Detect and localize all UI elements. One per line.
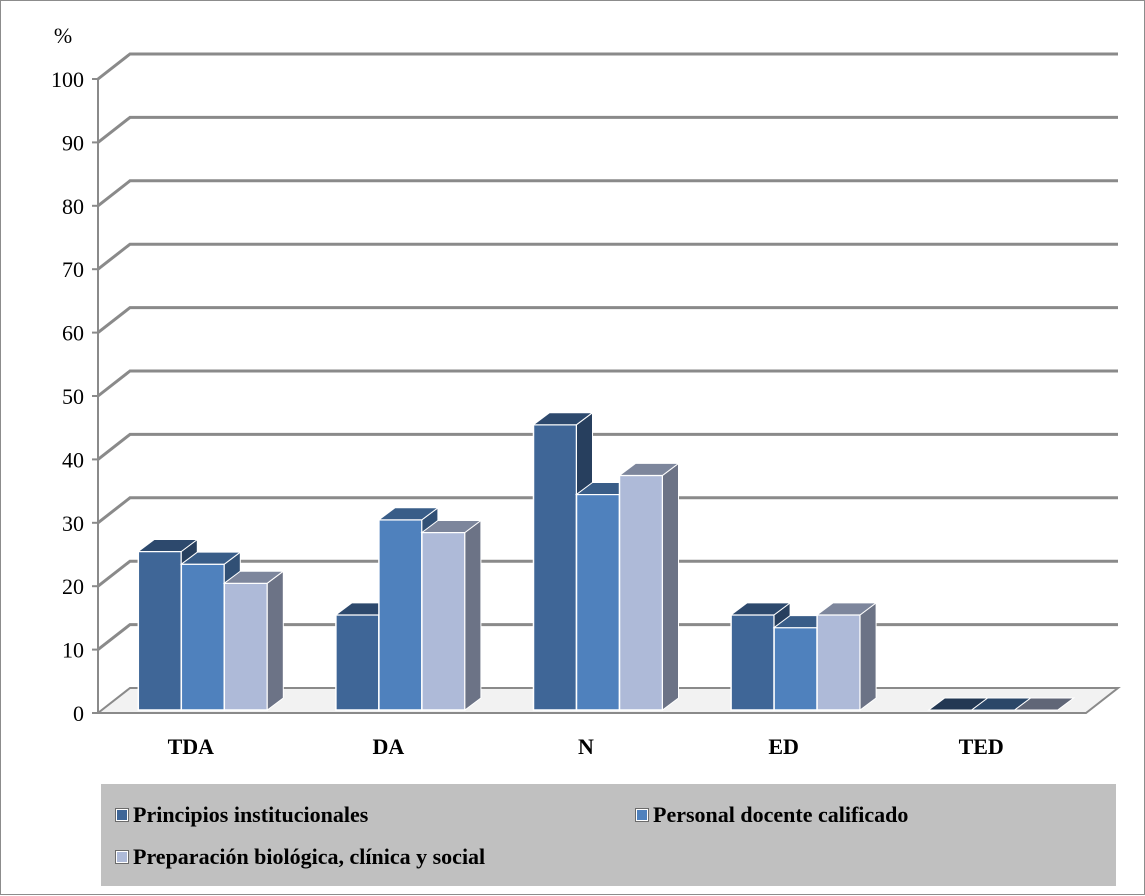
- gridline: [97, 306, 1118, 334]
- y-tick-label: 100: [51, 67, 84, 92]
- y-tick-label: 30: [62, 511, 84, 536]
- y-tick-label: 10: [62, 638, 84, 663]
- legend-label: Principios institucionales: [133, 802, 369, 827]
- y-unit-label: %: [54, 23, 72, 48]
- bar-top: [420, 519, 483, 533]
- y-tick-label: 0: [73, 701, 84, 726]
- bar: [378, 519, 423, 711]
- bar-side: [464, 519, 482, 711]
- legend-item-principios: Principios institucionales: [116, 802, 368, 828]
- bar: [532, 423, 578, 711]
- bar: [816, 614, 861, 711]
- legend-item-preparacion: Preparación biológica, clínica y social: [116, 844, 485, 870]
- gridline: [97, 559, 1118, 588]
- bar-top: [618, 462, 680, 476]
- bar: [180, 563, 226, 711]
- gridline: [97, 496, 1118, 524]
- legend-swatch: [636, 809, 648, 821]
- y-tick-label: 80: [62, 194, 84, 219]
- bar-top: [532, 412, 594, 426]
- bar-side: [859, 601, 877, 711]
- legend-label: Preparación biológica, clínica y social: [133, 844, 486, 869]
- bar: [618, 474, 664, 711]
- y-tick-label: 50: [62, 384, 84, 409]
- legend: Principios institucionales Personal doce…: [101, 784, 1116, 886]
- bar-top: [1013, 697, 1076, 711]
- gridline: [97, 115, 1118, 144]
- y-tick-label: 70: [62, 257, 84, 282]
- bar-top: [179, 551, 242, 565]
- bar-side: [662, 462, 679, 711]
- legend-item-personal: Personal docente calificado: [636, 802, 908, 828]
- x-category-label: DA: [373, 734, 405, 759]
- y-tick-label: 60: [62, 321, 84, 346]
- gridline: [97, 432, 1118, 461]
- bar-top: [815, 602, 878, 616]
- x-category-label: ED: [768, 734, 799, 759]
- bar-side: [266, 570, 284, 711]
- bar: [223, 582, 269, 711]
- gridline: [97, 179, 1118, 207]
- x-category-label: TED: [959, 734, 1004, 759]
- bar: [575, 493, 621, 711]
- bar: [773, 626, 818, 711]
- bars: [136, 411, 1076, 711]
- legend-swatch: [116, 809, 128, 821]
- bar-top: [136, 539, 199, 552]
- bar-top: [729, 602, 792, 616]
- legend-label: Personal docente calificado: [653, 802, 909, 827]
- y-tick-label: 90: [62, 130, 84, 155]
- gridline: [97, 242, 1118, 271]
- x-category-label: N: [578, 734, 594, 759]
- y-tick-label: 20: [62, 574, 84, 599]
- bar: [730, 614, 775, 711]
- gridline: [97, 369, 1118, 398]
- x-category-label: TDA: [168, 734, 215, 759]
- axes: 0 10 20 30 40 50 60 70 80 90 100 TDA DA N ED TED: [51, 67, 1004, 759]
- bar: [335, 614, 380, 711]
- gridline: [97, 52, 1118, 81]
- bar: [137, 550, 183, 711]
- bar: [421, 531, 466, 711]
- y-tick-label: 40: [62, 447, 84, 472]
- bar-top: [377, 507, 440, 521]
- legend-swatch: [116, 851, 128, 863]
- bar-top: [222, 570, 285, 584]
